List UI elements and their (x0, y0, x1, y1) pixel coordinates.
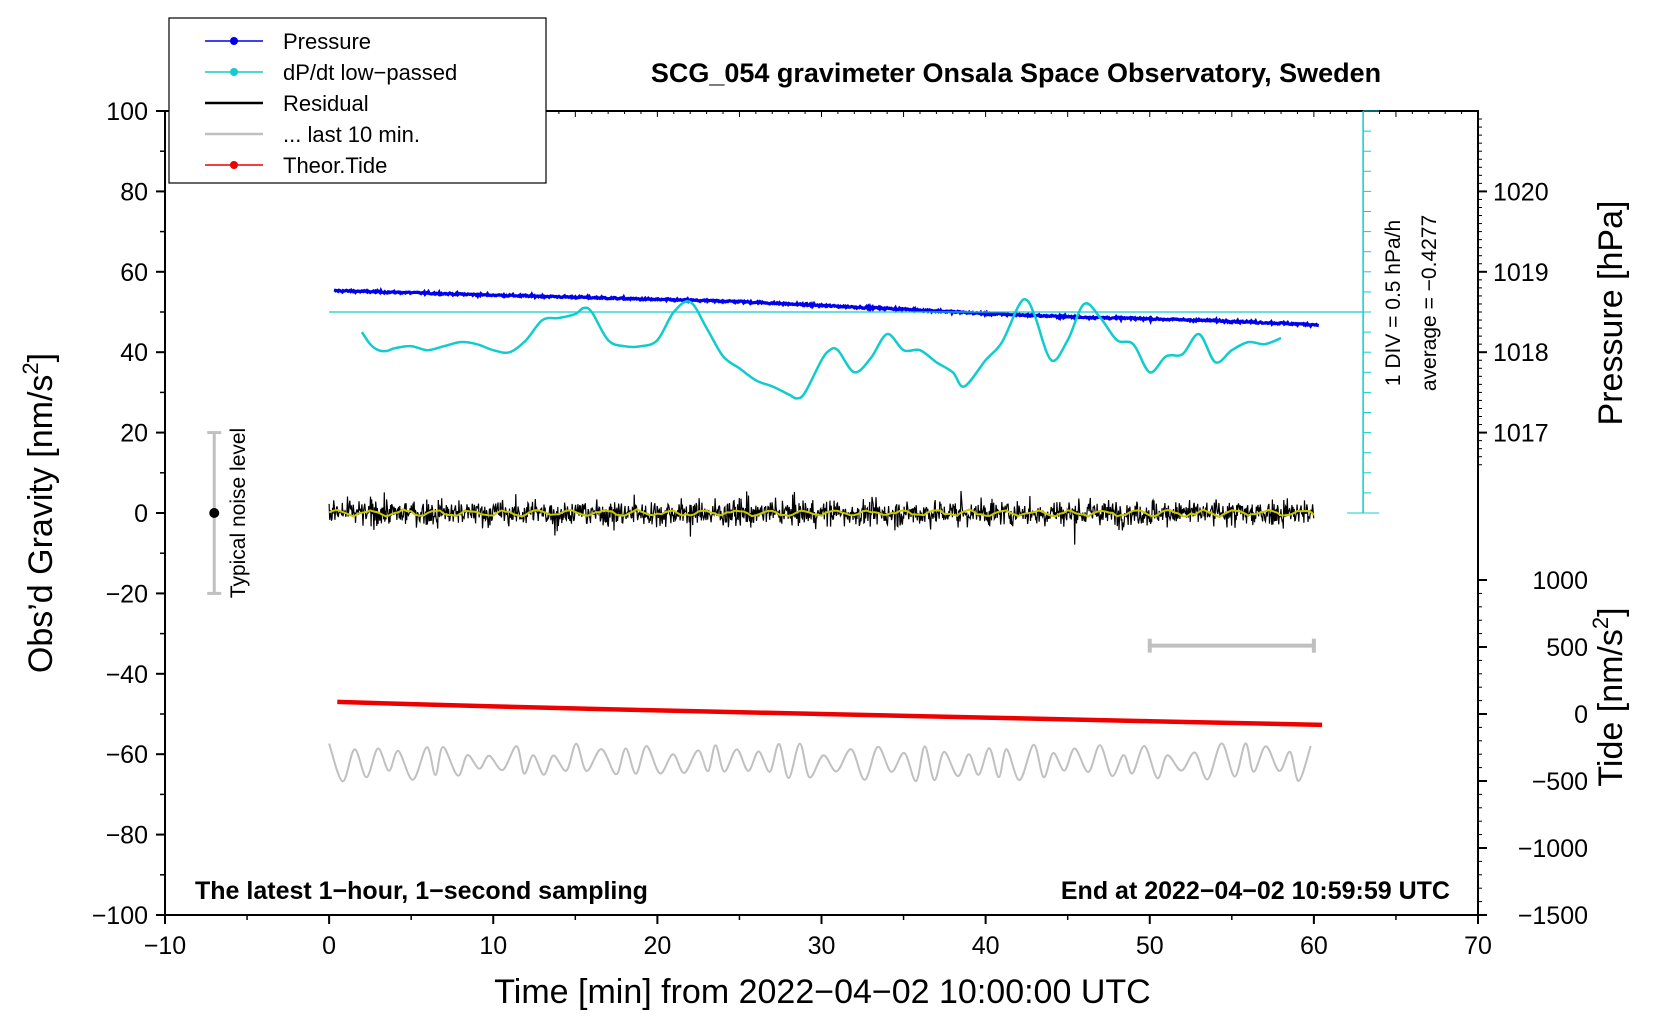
x-tick-label: 60 (1300, 932, 1328, 960)
tide-axis-label-main: Tide [nm/s (1592, 629, 1630, 786)
series-residual-filtered (328, 508, 1315, 519)
x-tick-label: 0 (322, 932, 336, 960)
legend-label: Theor.Tide (283, 153, 387, 178)
dpdt-average-label: average = −0.4277 (1418, 215, 1441, 391)
legend-marker (230, 68, 238, 76)
legend-marker (230, 161, 238, 169)
series-layer (328, 287, 1323, 783)
pressure-tick-label: 1018 (1493, 339, 1549, 367)
tide-axis-label-close: ] (1592, 607, 1630, 616)
legend-label: Residual (283, 91, 369, 116)
y-tick-label: −80 (106, 822, 148, 850)
legend-label: ... last 10 min. (283, 122, 420, 147)
y-axis-label: Obs’d Gravity [nm/s2] (18, 353, 60, 673)
annotation-latest-hour: The latest 1−hour, 1−second sampling (195, 877, 648, 905)
y-axis-label-sup: 2 (18, 362, 43, 374)
tide-tick-label: 500 (1546, 634, 1588, 662)
y-tick-label: −100 (92, 902, 148, 930)
legend-marker (230, 37, 238, 45)
legend: Pressure dP/dt low−passed Residual ... last… (168, 17, 547, 184)
y-tick-label: 40 (120, 339, 148, 367)
annotation-layer: 1 DIV = 0.5 hPa/h average = −0.4277 Typica… (195, 110, 1450, 905)
x-tick-label: −10 (144, 932, 186, 960)
pressure-tick-label: 1020 (1493, 178, 1549, 206)
y-tick-label: −60 (106, 741, 148, 769)
y-tick-label: −20 (106, 580, 148, 608)
pressure-tick-label: 1019 (1493, 259, 1549, 287)
series-theor-tide (337, 699, 1323, 728)
noise-level-label: Typical noise level (227, 428, 250, 598)
pressure-tick-label: 1017 (1493, 420, 1549, 448)
legend-box (168, 17, 547, 184)
chart-title: SCG_054 gravimeter Onsala Space Observat… (651, 58, 1381, 88)
axes-layer: SCG_054 gravimeter Onsala Space Observat… (18, 58, 1630, 1011)
x-tick-label: 50 (1136, 932, 1164, 960)
y-axis-label-main: Obs’d Gravity [nm/s (22, 375, 60, 674)
legend-label: Pressure (283, 29, 371, 54)
tide-tick-label: −1000 (1518, 835, 1588, 863)
x-tick-label: 40 (972, 932, 1000, 960)
legend-label: dP/dt low−passed (283, 60, 457, 85)
tide-axis-label: Tide [nm/s2] (1588, 607, 1630, 786)
pressure-axis-label: Pressure [hPa] (1592, 201, 1630, 426)
tide-axis-label-sup: 2 (1588, 617, 1613, 629)
tide-tick-label: 0 (1574, 701, 1588, 729)
x-tick-label: 20 (643, 932, 671, 960)
y-tick-label: 100 (106, 98, 148, 126)
tide-tick-label: −1500 (1518, 902, 1588, 930)
x-tick-label: 30 (808, 932, 836, 960)
x-tick-label: 70 (1464, 932, 1492, 960)
y-axis-label-close: ] (22, 353, 60, 362)
y-tick-label: −40 (106, 661, 148, 689)
dpdt-scale-label: 1 DIV = 0.5 hPa/h (1382, 220, 1405, 386)
noise-level-center (209, 508, 220, 518)
series-dpdt (360, 297, 1282, 400)
y-tick-label: 0 (134, 500, 148, 528)
series-last-10-min (328, 742, 1312, 783)
x-tick-label: 10 (479, 932, 507, 960)
y-tick-label: 60 (120, 259, 148, 287)
tide-tick-label: 1000 (1532, 567, 1588, 595)
x-axis-label: Time [min] from 2022−04−02 10:00:00 UTC (494, 973, 1150, 1011)
annotation-end-time: End at 2022−04−02 10:59:59 UTC (1061, 877, 1450, 905)
series-pressure (333, 287, 1319, 329)
y-tick-label: 20 (120, 420, 148, 448)
tide-tick-label: −500 (1532, 768, 1588, 796)
y-tick-label: 80 (120, 178, 148, 206)
